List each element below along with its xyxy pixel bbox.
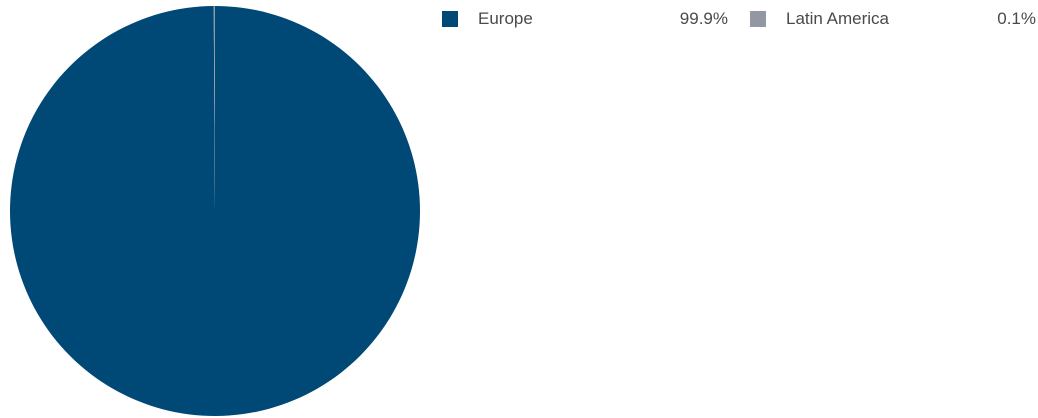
legend-value-europe: 99.9% xyxy=(679,9,728,28)
legend-label-europe: Europe xyxy=(478,9,533,28)
legend-item-latin-america: Latin America xyxy=(750,8,889,30)
legend-item-europe: Europe xyxy=(442,8,533,30)
pie-slice-latin-america xyxy=(213,6,215,211)
legend-swatch-latin-america xyxy=(750,11,766,27)
legend-swatch-europe xyxy=(442,11,458,27)
legend-value-latin-america: 0.1% xyxy=(997,9,1036,28)
legend-label-latin-america: Latin America xyxy=(786,9,889,28)
pie-chart xyxy=(9,6,420,416)
pie-slice-europe xyxy=(9,6,420,416)
chart-legend: Europe 99.9% Latin America 0.1% xyxy=(442,8,1038,32)
